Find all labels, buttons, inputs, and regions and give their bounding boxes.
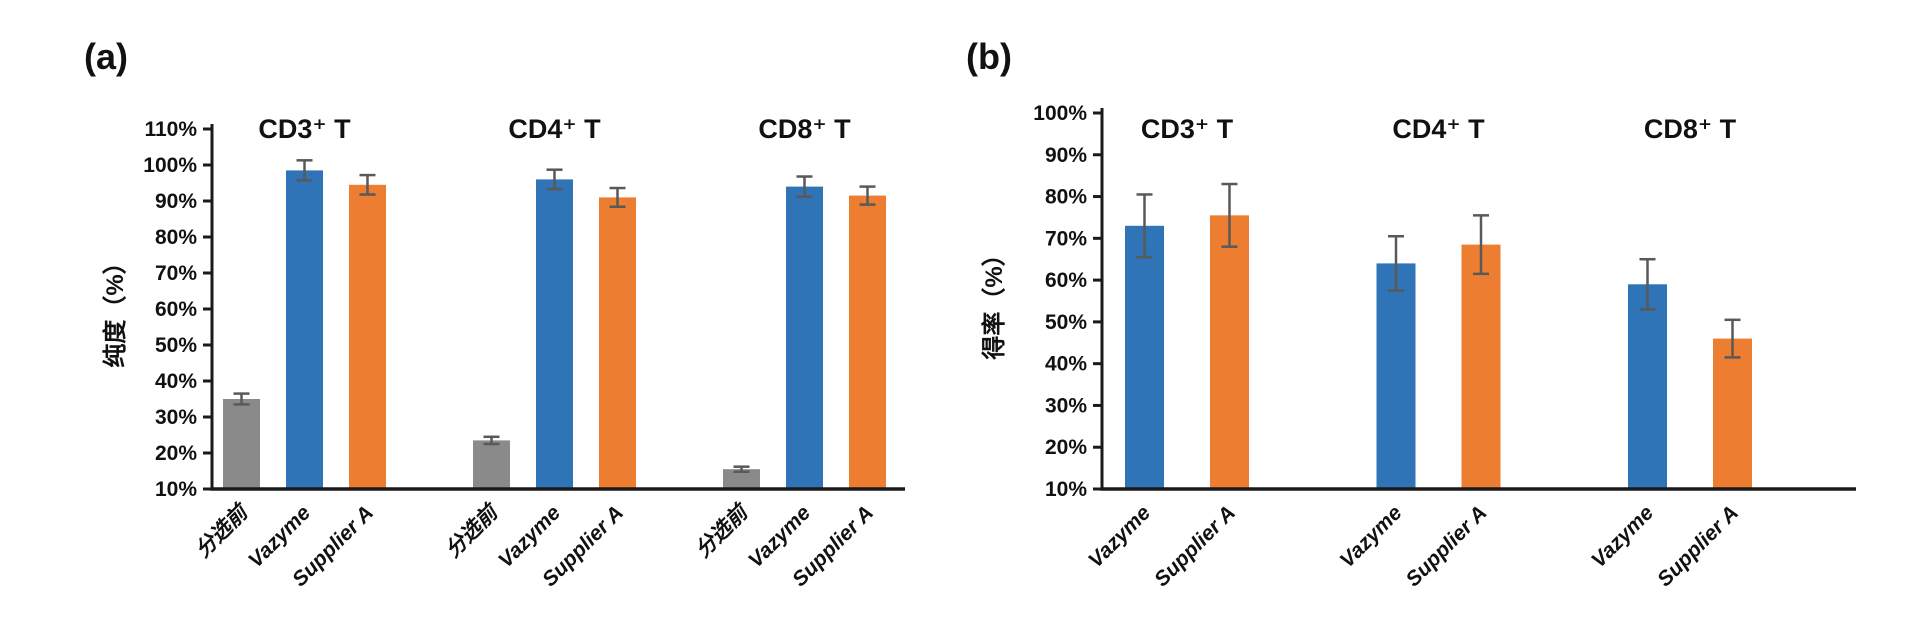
bar: [473, 440, 510, 489]
bar: [1376, 263, 1416, 489]
y-tick-label: 50%: [1045, 311, 1087, 334]
y-tick-label: 40%: [155, 370, 197, 393]
bar: [1713, 338, 1752, 489]
group-title: CD3⁺ T: [258, 114, 351, 144]
group-title: CD3⁺ T: [1141, 114, 1234, 144]
bar: [599, 197, 636, 489]
y-tick-label: 70%: [155, 262, 197, 285]
y-tick-label: 100%: [143, 154, 197, 177]
group-title: CD4⁺ T: [1392, 114, 1485, 144]
group-title: CD8⁺ T: [1644, 114, 1737, 144]
x-tick-label: Supplier A: [1653, 501, 1743, 591]
x-tick-label: Vazyme: [1084, 501, 1155, 572]
panel-b-label: (b): [966, 36, 1012, 77]
group-title: CD8⁺ T: [758, 114, 851, 144]
bar: [1461, 244, 1501, 489]
bar: [786, 186, 823, 489]
y-tick-label: 40%: [1045, 353, 1087, 376]
bar: [286, 170, 323, 489]
y-tick-label: 60%: [155, 298, 197, 321]
y-tick-label: 110%: [144, 118, 197, 141]
y-tick-label: 30%: [1045, 394, 1087, 417]
bar: [1628, 284, 1667, 489]
bar: [223, 399, 260, 489]
y-tick-label: 90%: [155, 190, 197, 213]
x-tick-label: Vazyme: [1587, 501, 1658, 572]
y-tick-label: 10%: [1045, 478, 1087, 501]
y-tick-label: 10%: [155, 478, 197, 501]
panel-a-label: (a): [84, 36, 128, 77]
x-tick-label: Supplier A: [1150, 501, 1240, 591]
bar: [1210, 215, 1249, 489]
y-tick-label: 80%: [155, 226, 197, 249]
y-tick-label: 90%: [1045, 144, 1087, 167]
y-axis-title: 得率（%）: [980, 242, 1008, 360]
y-tick-label: 30%: [155, 406, 197, 429]
y-axis-title: 纯度（%）: [101, 250, 129, 367]
y-tick-label: 70%: [1045, 227, 1087, 250]
y-tick-label: 100%: [1033, 102, 1087, 125]
bar: [723, 469, 760, 489]
bar: [536, 179, 573, 489]
bar: [349, 184, 386, 490]
group-title: CD4⁺ T: [508, 114, 601, 144]
y-tick-label: 60%: [1045, 269, 1087, 292]
y-tick-label: 50%: [155, 334, 197, 357]
x-tick-label: Supplier A: [1402, 501, 1492, 591]
x-tick-label: Vazyme: [1336, 501, 1407, 572]
y-tick-label: 20%: [1045, 436, 1087, 459]
y-tick-label: 20%: [155, 442, 197, 465]
y-tick-label: 80%: [1045, 186, 1087, 209]
bar: [1125, 225, 1164, 490]
bar: [849, 195, 886, 489]
